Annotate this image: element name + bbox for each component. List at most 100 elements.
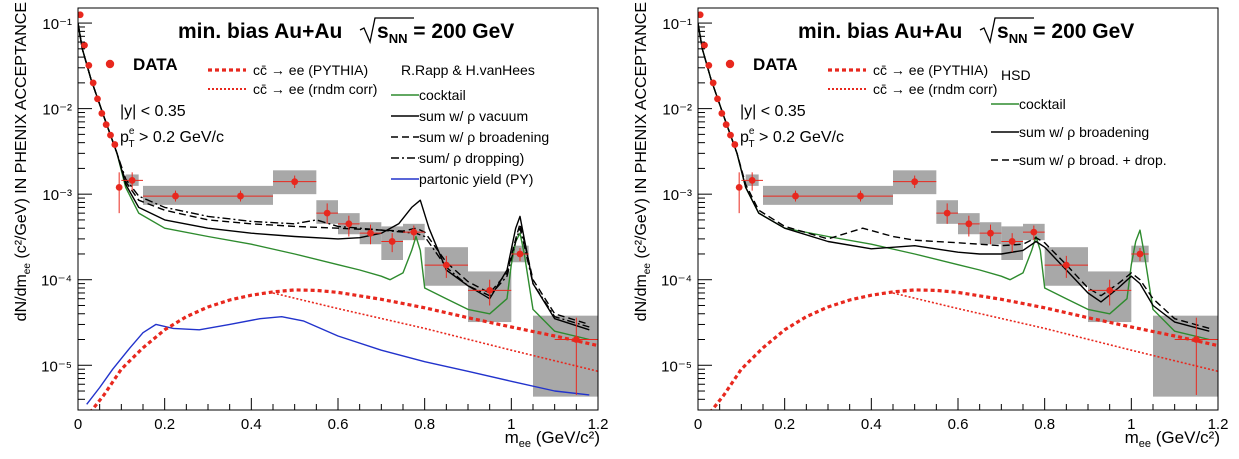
data-point [731,141,739,148]
x-tick-label: 0 [74,416,82,433]
charm-legend-label: cc̄ → ee (PYTHIA) [873,62,988,78]
sqrt-symbol [979,17,1034,45]
legend-label: cocktail [1019,96,1066,112]
series-line [698,22,1210,332]
data-point [94,95,101,103]
chart-panel-hsd: 0 0.2 0.4 0.6 0.8 1 1.2 10⁻⁵ 10⁻⁴ 10⁻³ 10⁻² 10⁻¹ mee… [620,0,1239,454]
data-point [323,209,331,217]
data-point [1106,287,1114,294]
chart-panel-rapp: 0 0.2 0.4 0.6 0.8 1 1.2 10⁻⁵ 10⁻⁴ 10⁻³ 10⁻² 10⁻¹ mee… [0,0,619,454]
data-point [78,11,84,19]
y-tick-label: 10⁻⁵ [41,358,72,375]
series-line [78,22,590,331]
data-point [987,229,994,237]
x-tick-label: 1.2 [1208,416,1229,433]
model-label: HSD [1001,67,1031,83]
data-point [291,178,299,186]
data-points [698,11,1218,395]
y-axis: 10⁻⁵ 10⁻⁴ 10⁻³ 10⁻² 10⁻¹ [41,16,92,411]
data-point [388,238,396,245]
chart-title: min. bias Au+Au [178,20,342,43]
systematic-boxes [745,170,1218,397]
data-point [128,176,136,184]
x-tick-label: 0.6 [328,416,349,433]
data-point [735,183,743,191]
data-point [107,131,114,139]
charm-legend-label: cc̄ → ee (rndm corr) [873,81,997,97]
x-tick-label: 0.2 [154,416,175,433]
y-axis-label: dN/dmee (c²/GeV) IN PHENIX ACCEPTANCE [13,2,33,321]
data-point [701,41,708,49]
data-point [1030,228,1038,236]
data-point [115,183,123,191]
x-tick-label: 0.4 [861,416,882,433]
data-point [1062,261,1070,269]
series-line [892,292,1218,373]
chart-title: min. bias Au+Au [798,20,962,43]
y-tick-label: 10⁻¹ [42,16,72,33]
x-tick-label: 1.2 [588,416,609,433]
x-tick-label: 0.8 [1034,416,1055,433]
data-point [410,228,418,236]
x-axis-label: mee (GeV/c²) [505,428,600,450]
charm-legend-label: cc̄ → ee (rndm corr) [253,81,377,97]
data-point [345,220,353,228]
data-point [718,109,726,117]
data-point [1136,250,1144,258]
rapidity-cut: |y| < 0.35 [740,103,806,120]
data-legend-label: DATA [753,55,798,74]
x-tick-label: 1 [1127,416,1135,433]
data-point [1008,238,1016,245]
legend-label: sum w/ ρ broadening [419,129,549,145]
model-label: R.Rapp & H.vanHees [401,62,535,78]
legend-label: sum w/ ρ broad. + drop. [1019,152,1167,168]
y-tick-label: 10⁻⁴ [661,273,692,290]
legend-label: cocktail [419,87,466,103]
data-point [722,121,730,129]
data-point [709,79,717,87]
data-point [792,192,799,200]
data-point [857,192,864,200]
data-point [714,95,721,103]
data-point [486,287,494,294]
data-point [572,336,580,343]
legend-label: sum w/ ρ vacuum [419,108,528,124]
y-tick-label: 10⁻¹ [662,16,692,33]
series-line [708,288,1218,410]
data-legend-marker [105,59,115,69]
series-line [698,22,1210,330]
data-point [98,109,106,117]
pt-cut: pe T > 0.2 GeV/c [120,126,224,150]
data-point [911,178,919,186]
x-tick-label: 0 [694,416,702,433]
data-point [705,61,713,69]
series-curves [698,22,1218,410]
x-tick-label: 0.4 [241,416,262,433]
y-axis: 10⁻⁵ 10⁻⁴ 10⁻³ 10⁻² 10⁻¹ [661,16,712,411]
chart-svg: 0 0.2 0.4 0.6 0.8 1 1.2 10⁻⁵ 10⁻⁴ 10⁻³ 10⁻² 10⁻¹ mee… [13,2,609,450]
x-tick-label: 0.6 [948,416,969,433]
x-tick-label: 0.8 [414,416,435,433]
data-point [748,176,756,184]
data-point [698,11,704,19]
y-tick-label: 10⁻² [662,102,692,119]
y-tick-label: 10⁻³ [42,187,72,204]
data-point [111,141,119,148]
sqrt-symbol [359,17,414,45]
y-tick-label: 10⁻⁵ [661,358,692,375]
data-point [102,121,110,129]
charm-legend-label: cc̄ → ee (PYTHIA) [253,62,368,78]
systematic-boxes [125,170,598,397]
title-energy: sNN = 200 GeV [377,20,514,46]
systematic-box [1153,315,1218,397]
data-point [727,131,734,139]
series-line [88,288,598,410]
data-point [1192,336,1200,343]
y-axis-label: dN/dmee (c²/GeV) IN PHENIX ACCEPTANCE [633,2,653,321]
title-energy: sNN = 200 GeV [997,20,1134,46]
data-point [85,61,93,69]
pt-cut: pe T > 0.2 GeV/c [740,126,844,150]
data-point [965,220,973,228]
x-axis: 0 0.2 0.4 0.6 0.8 1 1.2 [74,398,609,433]
